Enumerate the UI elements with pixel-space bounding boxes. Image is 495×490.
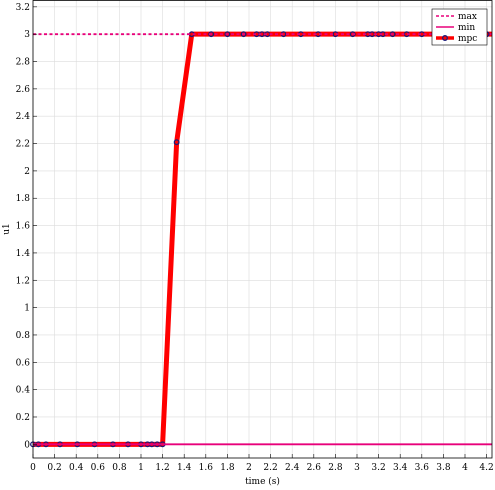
legend-marker-mpc: [442, 35, 448, 41]
legend-label-min: min: [458, 23, 475, 33]
x-tick-label: 0.6: [91, 463, 106, 473]
x-tick-label: 0.8: [112, 463, 127, 473]
x-tick-label: 1.6: [199, 463, 214, 473]
x-tick-label: 1: [138, 463, 144, 473]
y-tick-label: 3.2: [16, 3, 30, 13]
y-tick-label: 1.4: [16, 249, 31, 259]
y-tick-label: 0.6: [16, 358, 31, 368]
x-tick-label: 4.2: [479, 463, 493, 473]
y-tick-label: 0.8: [16, 331, 31, 341]
mpc-marker: [389, 31, 396, 38]
mpc-marker: [240, 31, 247, 38]
grid: [32, 0, 492, 458]
y-axis-title: u1: [2, 223, 12, 235]
y-tick-label: 1: [24, 304, 30, 314]
x-tick-label: 2.6: [307, 463, 322, 473]
x-tick-label: 3.4: [393, 463, 408, 473]
x-tick-label: 0: [30, 463, 36, 473]
y-tick-label: 0.4: [16, 386, 31, 396]
mpc-marker: [224, 31, 231, 38]
y-tick-label: 0: [24, 440, 30, 450]
x-tick-label: 3.6: [415, 463, 430, 473]
y-tick-label: 0.2: [16, 413, 30, 423]
y-tick-label: 1.6: [16, 222, 31, 232]
y-tick-label: 2.8: [16, 58, 31, 68]
y-tick-label: 2.2: [16, 140, 30, 150]
x-tick-label: 3: [354, 463, 360, 473]
x-tick-label: 4: [462, 463, 468, 473]
y-tick-label: 3: [24, 30, 30, 40]
x-tick-label: 3.2: [371, 463, 385, 473]
x-tick-label: 2.2: [263, 463, 277, 473]
x-axis-title: time (s): [245, 476, 280, 487]
x-tick-label: 0.2: [47, 463, 61, 473]
y-tick-label: 2.4: [16, 112, 31, 122]
y-tick-label: 1.2: [16, 276, 30, 286]
y-tick-label: 1.8: [16, 194, 31, 204]
y-tick-label: 2.6: [16, 85, 31, 95]
x-tick-label: 2: [246, 463, 252, 473]
x-tick-label: 2.8: [328, 463, 343, 473]
legend-label-mpc: mpc: [458, 34, 477, 44]
mpc-marker: [208, 31, 215, 38]
x-tick-label: 1.8: [220, 463, 235, 473]
mpc-marker: [173, 139, 180, 146]
x-tick-label: 1.2: [155, 463, 169, 473]
series-layer: [30, 31, 492, 448]
x-tick-label: 2.4: [285, 463, 300, 473]
legend-label-max: max: [458, 12, 477, 22]
series-line-mpc: [33, 31, 492, 447]
x-tick-label: 1.4: [177, 463, 192, 473]
plot-frame: [32, 0, 493, 459]
x-tick-label: 0.4: [69, 463, 84, 473]
x-tick-label: 3.8: [436, 463, 451, 473]
y-tick-label: 2: [24, 167, 30, 177]
ticks: 0 0.2 0.4 0.6 0.8 1 1.2 1.4 1.6 1.8 2 2.2 2.4 2.6 2.8 3…: [16, 3, 494, 473]
